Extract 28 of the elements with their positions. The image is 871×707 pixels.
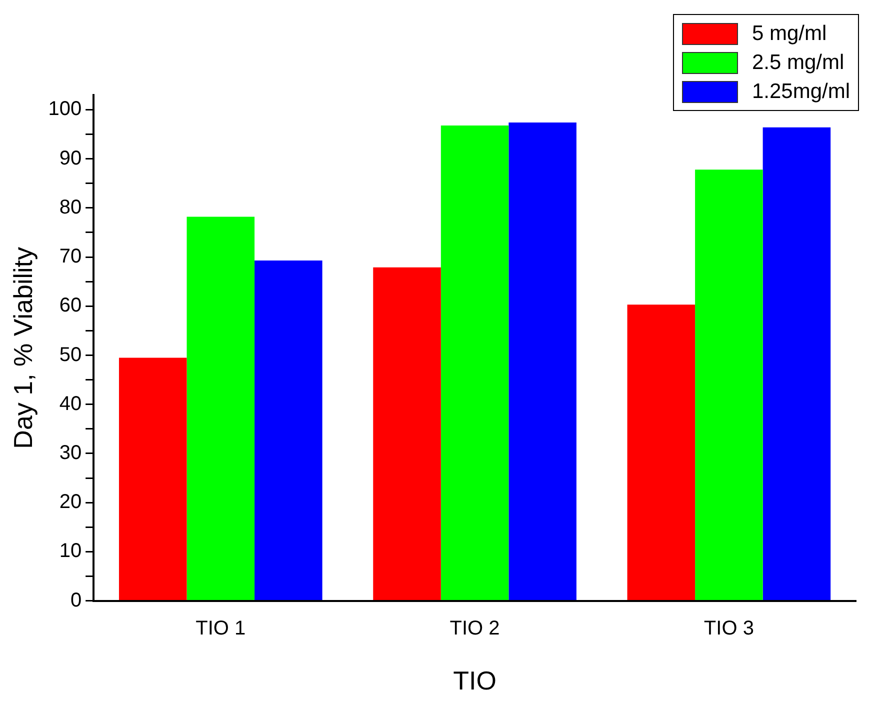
bar <box>440 125 509 600</box>
legend-label: 1.25mg/ml <box>752 80 850 104</box>
legend-label: 5 mg/ml <box>752 22 827 46</box>
y-tick-label: 80 <box>59 196 82 218</box>
y-tick-label: 60 <box>59 294 82 317</box>
y-axis-title: Day 1, % Viability <box>8 246 38 449</box>
bar <box>373 267 441 600</box>
bar <box>508 122 576 600</box>
bar <box>118 358 187 600</box>
y-tick-label: 40 <box>59 392 82 415</box>
legend-label: 2.5 mg/ml <box>752 50 844 74</box>
y-tick-label: 20 <box>59 491 82 514</box>
bar <box>695 170 763 600</box>
x-tick-label: TIO 3 <box>704 617 754 640</box>
x-axis-title: TIO <box>453 666 496 696</box>
y-tick-label: 10 <box>59 540 82 562</box>
bar <box>254 260 322 600</box>
y-tick-label: 100 <box>48 98 82 120</box>
y-tick-label: 50 <box>59 344 82 366</box>
y-tick-label: 30 <box>59 442 82 464</box>
bar <box>762 127 831 600</box>
x-tick-label: TIO 1 <box>196 617 246 640</box>
x-tick-label: TIO 2 <box>450 617 500 640</box>
bar <box>627 304 696 600</box>
y-tick-label: 90 <box>59 147 82 170</box>
y-tick-label: 0 <box>70 589 82 612</box>
y-tick-label: 70 <box>59 246 82 268</box>
bar <box>186 216 255 600</box>
